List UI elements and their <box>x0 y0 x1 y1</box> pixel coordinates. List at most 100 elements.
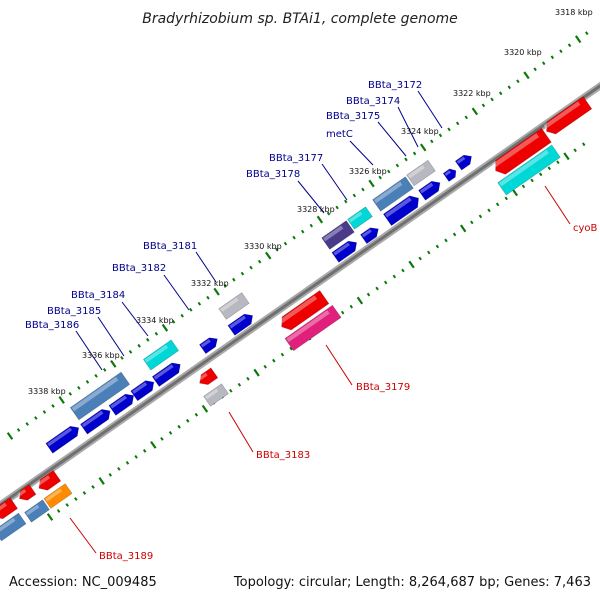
minor-tick <box>246 376 250 381</box>
minor-tick <box>550 55 555 60</box>
minor-tick <box>538 172 543 177</box>
gene-arrow-blue[interactable] <box>331 238 360 263</box>
major-tick <box>523 71 530 80</box>
gene-arrow-blue[interactable] <box>382 192 422 227</box>
minor-tick <box>160 436 164 441</box>
gene-label-bbta-3174[interactable]: BBta_3174 <box>346 96 400 107</box>
label-leader-line <box>417 90 443 129</box>
gene-arrow-grey[interactable] <box>203 383 229 407</box>
gene-arrow-blue[interactable] <box>454 152 474 171</box>
major-tick <box>356 296 364 305</box>
gene-arrow-steelblue[interactable] <box>24 499 50 523</box>
gene-arrow-blue[interactable] <box>108 391 137 416</box>
gene-arrow-cyan[interactable] <box>142 339 180 371</box>
major-tick <box>213 287 220 296</box>
minor-tick <box>16 428 21 432</box>
gene-arrow-red[interactable] <box>0 497 18 522</box>
gene-label-bbta-3172[interactable]: BBta_3172 <box>368 80 422 91</box>
gene-arrow-steelblue[interactable] <box>372 176 414 212</box>
gene-arrow-red[interactable] <box>277 290 330 334</box>
minor-tick <box>395 163 400 168</box>
minor-tick <box>154 331 159 336</box>
gene-arrow-red[interactable] <box>16 484 37 504</box>
major-tick <box>58 396 65 404</box>
minor-tick <box>283 241 288 246</box>
minor-tick <box>392 274 397 279</box>
gene-arrow-steelblue[interactable] <box>0 512 27 542</box>
minor-tick <box>581 142 586 147</box>
scale-tick-label: 3320 kbp <box>504 48 542 57</box>
gene-arrow-red[interactable] <box>491 127 552 177</box>
gene-arrow-blue[interactable] <box>360 224 381 245</box>
gene-label-bbta-3185[interactable]: BBta_3185 <box>47 306 101 317</box>
gene-arrow-steelblue[interactable] <box>69 371 131 421</box>
minor-tick <box>34 416 38 420</box>
minor-tick <box>478 214 483 219</box>
gene-arrow-cyan[interactable] <box>347 206 373 230</box>
major-tick <box>110 359 117 368</box>
gene-label-bbta-3179[interactable]: BBta_3179 <box>356 382 410 393</box>
minor-tick <box>249 265 253 270</box>
gene-arrow-blue[interactable] <box>227 311 256 336</box>
minor-tick <box>378 175 382 180</box>
gene-label-cyob[interactable]: cyoB <box>573 223 598 234</box>
minor-tick <box>177 424 181 429</box>
gene-label-metc[interactable]: metC <box>326 129 353 140</box>
gene-arrow-cyan[interactable] <box>497 144 561 196</box>
gene-label-bbta-3175[interactable]: BBta_3175 <box>326 111 380 122</box>
gene-arrow-pink[interactable] <box>284 304 342 352</box>
gene-label-bbta-3181[interactable]: BBta_3181 <box>143 241 197 252</box>
major-tick <box>253 368 260 377</box>
minor-tick <box>556 160 560 165</box>
minor-tick <box>128 349 133 354</box>
gene-arrow-blue[interactable] <box>199 334 220 355</box>
gene-arrow-blue[interactable] <box>151 359 183 387</box>
minor-tick <box>289 346 293 351</box>
label-leader-lines <box>69 90 571 554</box>
major-tick <box>150 440 157 449</box>
minor-tick <box>573 148 577 153</box>
minor-tick <box>444 238 448 243</box>
gene-arrow-blue[interactable] <box>80 406 113 435</box>
minor-tick <box>82 491 87 495</box>
gene-label-bbta-3186[interactable]: BBta_3186 <box>25 320 79 331</box>
minor-tick <box>240 271 245 276</box>
gene-label-bbta-3189[interactable]: BBta_3189 <box>99 551 153 562</box>
gene-arrow-red[interactable] <box>542 96 593 138</box>
minor-tick <box>180 313 184 318</box>
minor-tick <box>171 319 176 324</box>
minor-tick <box>85 380 90 384</box>
gene-arrow-blue[interactable] <box>130 377 158 402</box>
minor-tick <box>272 358 276 363</box>
minor-tick <box>108 473 112 477</box>
minor-tick <box>117 467 121 471</box>
gene-arrow-blue[interactable] <box>418 178 444 201</box>
gene-arrow-red[interactable] <box>196 367 219 388</box>
minor-tick <box>343 199 348 204</box>
minor-tick <box>383 280 388 285</box>
minor-tick <box>275 247 279 252</box>
minor-tick <box>335 205 339 210</box>
gene-label-bbta-3177[interactable]: BBta_3177 <box>269 153 323 164</box>
gene-arrow-orange[interactable] <box>43 483 73 509</box>
gene-arrow-grey[interactable] <box>218 292 250 320</box>
minor-tick <box>481 103 486 108</box>
gene-arrow-blue[interactable] <box>45 423 82 454</box>
minor-tick <box>533 67 537 72</box>
minor-tick <box>229 388 233 393</box>
scale-track-top <box>6 31 589 440</box>
minor-tick <box>134 454 138 459</box>
scale-tick-label: 3328 kbp <box>297 205 335 214</box>
gene-features <box>0 84 600 542</box>
gene-arrow-darkpurple[interactable] <box>321 220 355 250</box>
gene-label-bbta-3178[interactable]: BBta_3178 <box>246 169 300 180</box>
gene-arrow-grey[interactable] <box>406 159 436 187</box>
gene-arrow-blue[interactable] <box>442 166 459 182</box>
gene-label-bbta-3183[interactable]: BBta_3183 <box>256 450 310 461</box>
gene-arrow-red[interactable] <box>35 469 62 493</box>
gene-label-bbta-3184[interactable]: BBta_3184 <box>71 290 125 301</box>
label-leader-line <box>121 301 149 337</box>
minor-tick <box>280 352 285 357</box>
gene-label-bbta-3182[interactable]: BBta_3182 <box>112 263 166 274</box>
